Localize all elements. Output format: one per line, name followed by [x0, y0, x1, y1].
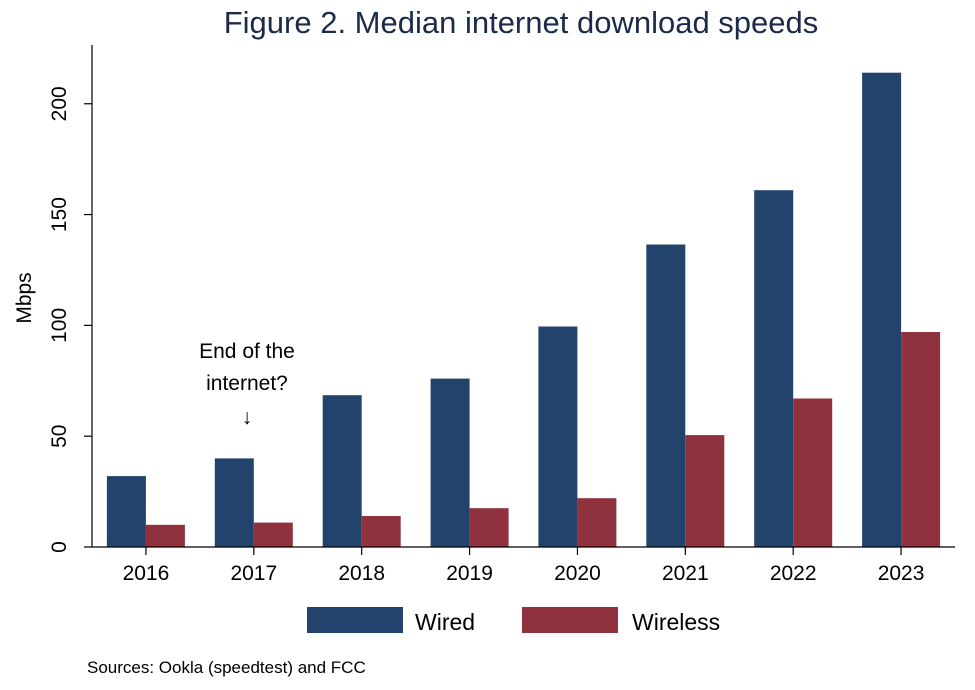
x-tick-label-2017: 2017 [230, 562, 277, 585]
x-tick-label-2022: 2022 [770, 562, 817, 585]
bar-wired-2021 [646, 244, 686, 547]
plot-area [106, 72, 941, 547]
y-tick-label-200: 200 [48, 86, 71, 121]
annotation: End of the internet? ↓ [199, 340, 295, 429]
y-tick-label-100: 100 [48, 308, 71, 343]
x-tick-label-2018: 2018 [338, 562, 385, 585]
annotation-arrow: ↓ [242, 406, 253, 429]
x-tick-label-2016: 2016 [123, 562, 170, 585]
bar-wireless-2021 [685, 435, 725, 547]
bar-wired-2019 [430, 378, 470, 547]
bar-wired-2023 [862, 72, 902, 547]
bar-wired-2017 [214, 458, 254, 547]
annotation-line-1: End of the [199, 340, 295, 363]
bar-wireless-2022 [793, 398, 833, 547]
y-tick-label-50: 50 [48, 425, 71, 448]
source-note: Sources: Ookla (speedtest) and FCC [87, 658, 366, 677]
bar-wired-2022 [754, 190, 794, 547]
annotation-line-2: internet? [206, 372, 288, 395]
legend-label-wireless: Wireless [632, 609, 720, 635]
bar-wired-2016 [106, 476, 146, 547]
legend-label-wired: Wired [415, 609, 475, 635]
bar-wireless-2019 [469, 508, 509, 547]
bar-wireless-2020 [577, 498, 617, 547]
y-axis-label: Mbps [13, 272, 36, 323]
legend-swatch-wired [307, 607, 403, 633]
x-tick-label-2019: 2019 [446, 562, 493, 585]
legend-swatch-wireless [522, 607, 618, 633]
x-tick-label-2020: 2020 [554, 562, 601, 585]
bar-wired-2018 [322, 395, 362, 547]
x-tick-label-2023: 2023 [878, 562, 925, 585]
axes: 2016 2017 2018 2019 2020 2021 2022 2023 0 50 100 15… [48, 45, 955, 585]
y-tick-label-150: 150 [48, 197, 71, 232]
bar-wireless-2023 [901, 332, 941, 547]
bar-wired-2020 [538, 326, 578, 547]
bar-wireless-2016 [145, 524, 185, 547]
bar-wireless-2017 [253, 522, 293, 547]
legend: Wired Wireless [307, 607, 720, 635]
chart-title: Figure 2. Median internet download speed… [224, 5, 819, 40]
bar-wireless-2018 [361, 516, 401, 547]
y-tick-label-0: 0 [48, 541, 71, 553]
x-tick-label-2021: 2021 [662, 562, 709, 585]
